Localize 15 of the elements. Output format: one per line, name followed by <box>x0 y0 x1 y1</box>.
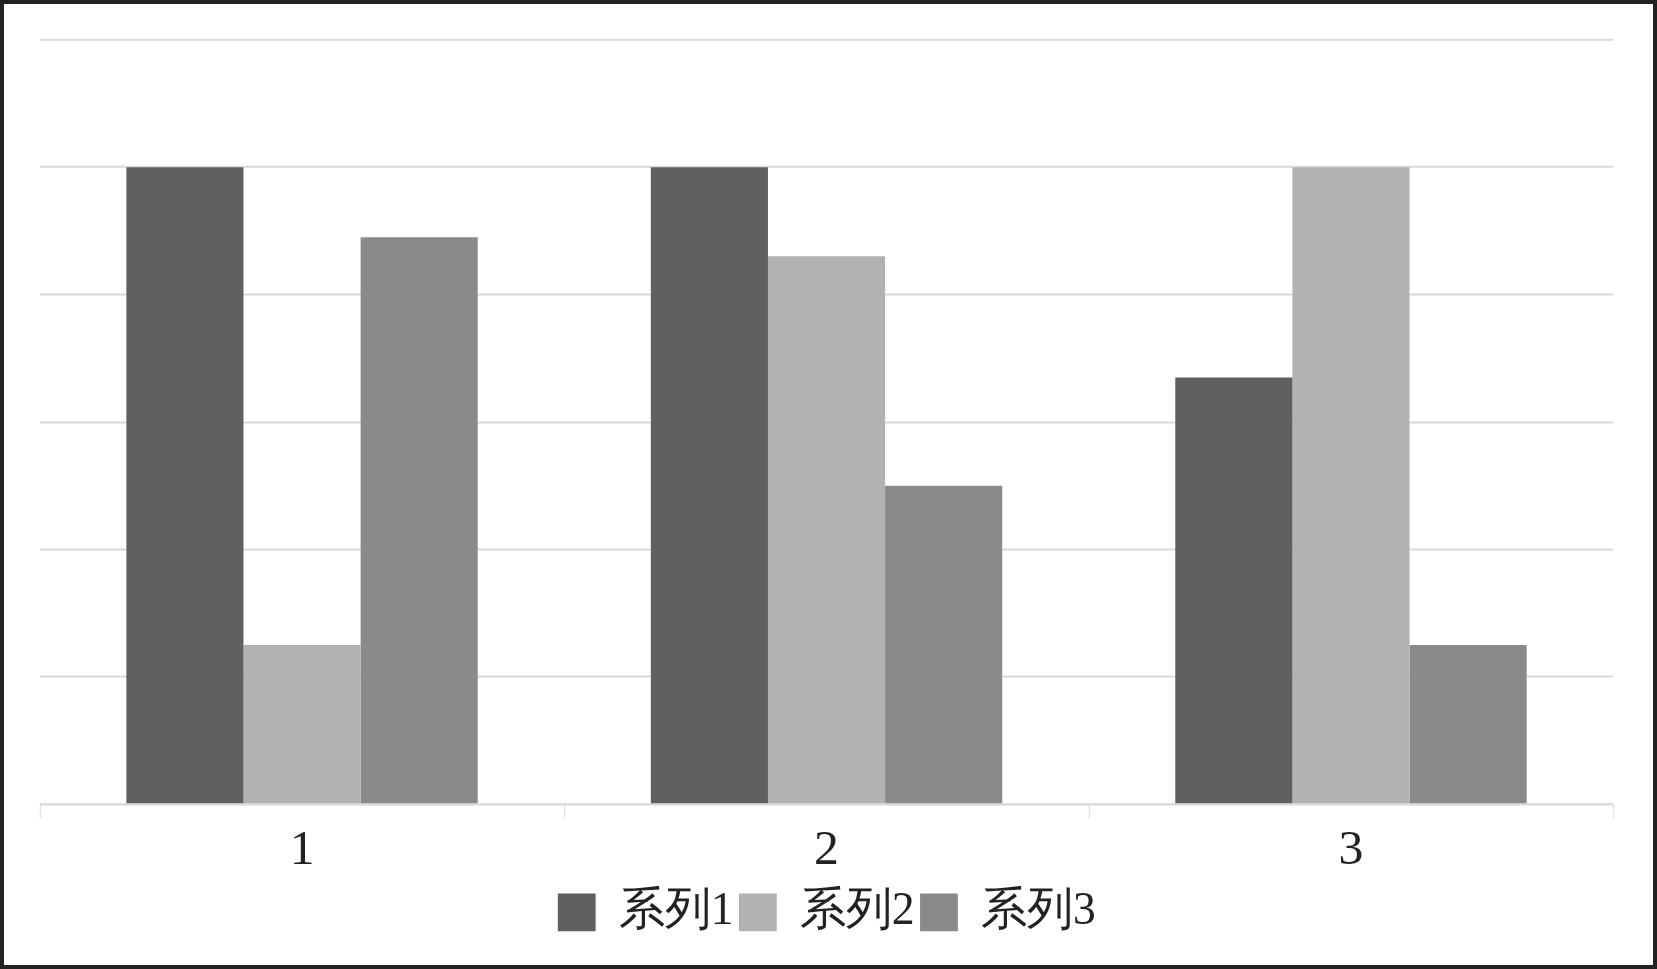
legend-label: 系列2 <box>799 883 915 935</box>
bar <box>243 645 361 804</box>
legend-label: 系列3 <box>980 883 1096 935</box>
bar <box>1292 167 1410 804</box>
bar <box>360 237 478 804</box>
x-tick-label: 3 <box>1338 820 1364 875</box>
bar <box>767 256 886 804</box>
legend-label: 系列1 <box>618 883 734 935</box>
bar <box>650 167 768 804</box>
x-tick-label: 2 <box>814 820 839 875</box>
bar <box>1175 377 1293 804</box>
bar <box>885 485 1003 804</box>
bar <box>126 167 244 804</box>
x-tick-label: 1 <box>289 820 315 875</box>
bar <box>1409 645 1527 804</box>
